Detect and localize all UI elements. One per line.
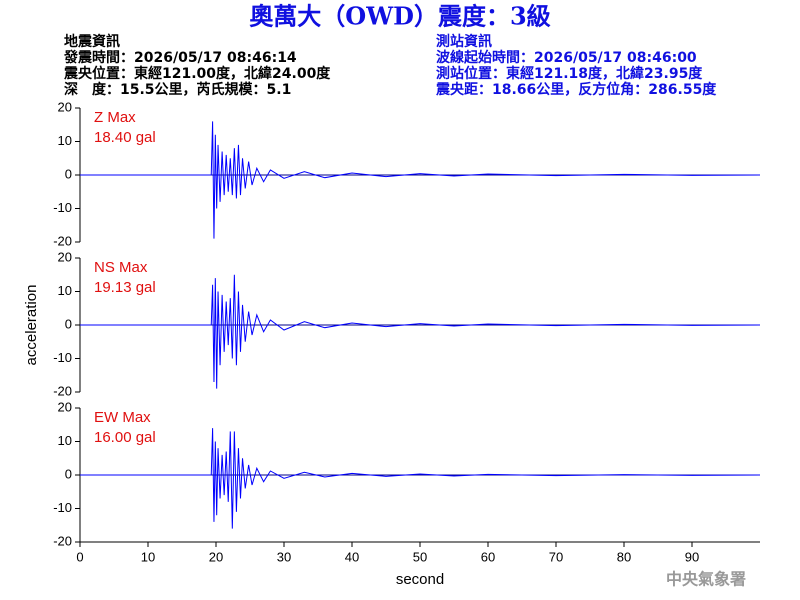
title: 奧萬大（OWD）震度：3級 bbox=[249, 2, 550, 31]
info-right: 震央距：18.66公里，反方位角：286.55度 bbox=[435, 81, 717, 98]
info-left: 發震時間：2026/05/17 08:46:14 bbox=[63, 49, 297, 66]
info-left: 深 度：15.5公里，芮氏規模：5.1 bbox=[64, 81, 291, 98]
x-tick-label: 60 bbox=[481, 549, 495, 564]
waveform bbox=[80, 274, 761, 389]
x-tick-label: 70 bbox=[549, 549, 563, 564]
agency: 中央氣象署 bbox=[666, 570, 746, 589]
y-tick-label: -20 bbox=[53, 383, 72, 398]
y-tick-label: -10 bbox=[53, 350, 72, 365]
y-tick-label: 20 bbox=[58, 99, 72, 114]
y-tick-label: 10 bbox=[58, 133, 72, 148]
y-tick-label: 0 bbox=[65, 166, 72, 181]
waveform bbox=[80, 121, 761, 239]
x-tick-label: 50 bbox=[413, 549, 427, 564]
max-label: 19.13 gal bbox=[94, 279, 156, 296]
y-tick-label: 20 bbox=[58, 399, 72, 414]
y-tick-label: 10 bbox=[58, 433, 72, 448]
info-right: 波線起始時間：2026/05/17 08:46:00 bbox=[436, 49, 697, 66]
max-label: 18.40 gal bbox=[94, 129, 156, 146]
y-axis-label: acceleration bbox=[23, 285, 40, 366]
info-right: 測站資訊 bbox=[436, 33, 492, 50]
x-tick-label: 20 bbox=[209, 549, 223, 564]
x-tick-label: 30 bbox=[277, 549, 291, 564]
max-label: EW Max bbox=[94, 409, 151, 426]
y-tick-label: 0 bbox=[65, 466, 72, 481]
x-tick-label: 80 bbox=[617, 549, 631, 564]
waveform bbox=[80, 428, 761, 529]
y-tick-label: 10 bbox=[58, 283, 72, 298]
x-tick-label: 0 bbox=[76, 549, 83, 564]
y-tick-label: -20 bbox=[53, 533, 72, 548]
info-right: 測站位置：東經121.18度，北緯23.95度 bbox=[436, 65, 703, 82]
max-label: 16.00 gal bbox=[94, 429, 156, 446]
y-tick-label: -10 bbox=[53, 500, 72, 515]
x-tick-label: 40 bbox=[345, 549, 359, 564]
x-axis-label: second bbox=[396, 571, 444, 588]
max-label: Z Max bbox=[94, 109, 136, 126]
x-tick-label: 10 bbox=[141, 549, 155, 564]
max-label: NS Max bbox=[94, 259, 148, 276]
info-left: 地震資訊 bbox=[64, 33, 120, 50]
y-tick-label: 0 bbox=[65, 316, 72, 331]
y-tick-label: 20 bbox=[58, 249, 72, 264]
x-tick-label: 90 bbox=[685, 549, 699, 564]
info-left: 震央位置：東經121.00度，北緯24.00度 bbox=[63, 65, 331, 82]
y-tick-label: -20 bbox=[53, 233, 72, 248]
y-tick-label: -10 bbox=[53, 200, 72, 215]
